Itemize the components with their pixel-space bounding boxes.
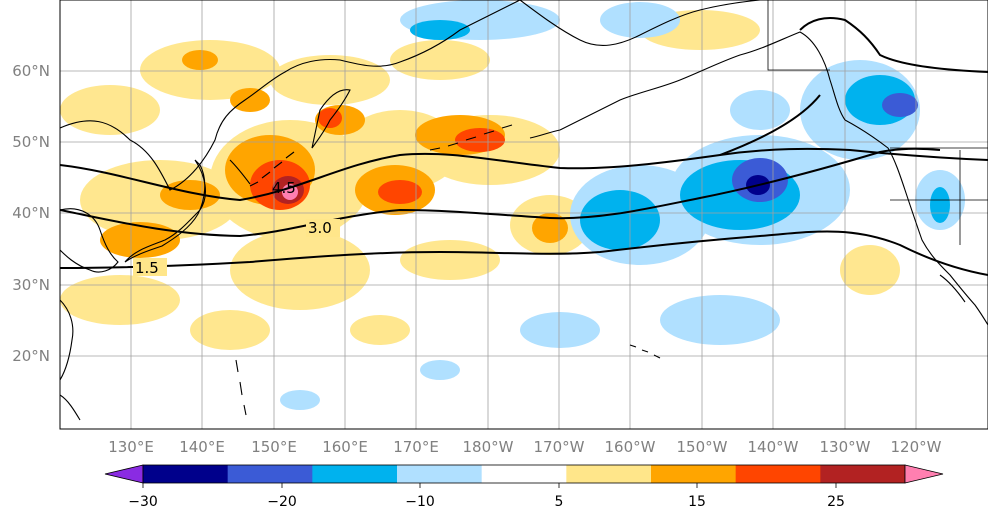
colorbar-tick-label: −10: [405, 494, 435, 510]
colorbar-segment: [651, 465, 737, 483]
lon-label: 170°W: [534, 438, 585, 456]
longitude-labels: 130°E 140°E 150°E 160°E 170°E 180°W 170°…: [108, 438, 941, 456]
lat-label: 60°N: [12, 62, 50, 80]
lat-label: 40°N: [12, 204, 50, 222]
anomaly-field: 4.5 3.0 1.5: [60, 0, 988, 429]
colorbar-tick-label: −30: [128, 494, 158, 510]
coastlines: [60, 0, 988, 421]
lon-label: 140°W: [748, 438, 799, 456]
contour-label-3-0: 3.0: [308, 219, 332, 237]
colorbar-segment: [820, 465, 906, 483]
contour-label-1-5: 1.5: [135, 259, 159, 277]
colorbar-segment: [735, 465, 821, 483]
colorbar-segment: [227, 465, 313, 483]
lat-label: 30°N: [12, 276, 50, 294]
lon-label: 150°W: [677, 438, 728, 456]
lat-label: 50°N: [12, 133, 50, 151]
lat-label: 20°N: [12, 347, 50, 365]
lon-label: 170°E: [393, 438, 439, 456]
graticule: [60, 0, 988, 429]
colorbar-extend-min: [104, 464, 144, 484]
lon-label: 130°E: [108, 438, 154, 456]
colorbar-segment: [566, 465, 652, 483]
map-frame: [59, 0, 988, 430]
lon-label: 180°W: [463, 438, 514, 456]
lon-label: 160°E: [322, 438, 368, 456]
colorbar: −30 −20 −10 5 15 25: [104, 464, 944, 510]
lon-label: 120°W: [891, 438, 942, 456]
lon-label: 160°W: [605, 438, 656, 456]
latitude-labels: 60°N 50°N 40°N 30°N 20°N: [12, 62, 50, 365]
colorbar-tick-label: −20: [267, 494, 297, 510]
contour-label-4-5: 4.5: [272, 179, 296, 197]
colorbar-segment: [481, 465, 567, 483]
lon-label: 130°W: [820, 438, 871, 456]
colorbar-labels: −30 −20 −10 5 15 25: [128, 494, 845, 510]
colorbar-segment: [397, 465, 483, 483]
colorbar-tick-label: 15: [688, 494, 706, 510]
contour-lines: [60, 17, 988, 276]
lon-label: 140°E: [179, 438, 225, 456]
colorbar-segment: [312, 465, 398, 483]
lon-label: 150°E: [251, 438, 297, 456]
contour-label-group: 4.5 3.0 1.5: [133, 179, 340, 277]
borders: [767, 0, 988, 245]
colorbar-extend-max: [904, 464, 944, 484]
colorbar-tick-label: 25: [827, 494, 845, 510]
colorbar-tick-label: 5: [555, 494, 564, 510]
colorbar-segment: [143, 465, 229, 483]
